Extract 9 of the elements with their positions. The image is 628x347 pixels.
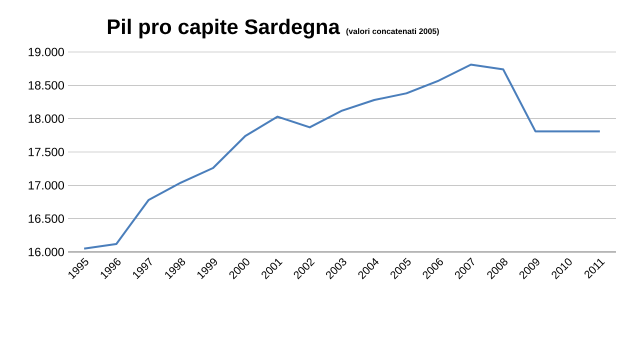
y-tick-label: 16.500	[28, 214, 64, 223]
chart-title: Pil pro capite Sardegna	[108, 18, 340, 38]
y-tick-label: 16.000	[28, 248, 64, 256]
chart-subtitle: (valori concatenati 2005)	[346, 28, 439, 36]
y-tick-label: 17.500	[28, 148, 64, 156]
y-tick-label: 19.000	[28, 48, 64, 56]
y-tick-label: 18.000	[28, 114, 64, 123]
y-tick-label: 17.000	[28, 181, 64, 190]
y-tick-label: 18.500	[28, 81, 64, 90]
